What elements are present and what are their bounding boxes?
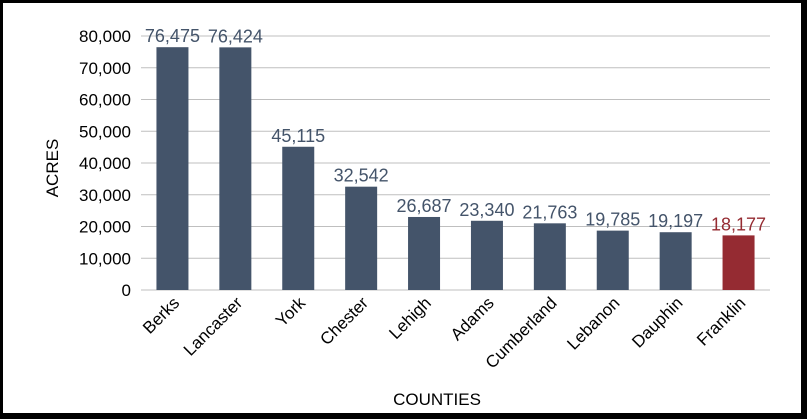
- bar-chart: 0 10,000 20,000 30,000 40,000 50,000 60,000 70,…: [43, 26, 770, 409]
- chart-frame: 0 10,000 20,000 30,000 40,000 50,000 60,000 70,…: [3, 3, 801, 413]
- x-tick-label: Chester: [316, 293, 372, 349]
- bar-lehigh: [408, 216, 441, 290]
- x-tick-label: Franklin: [693, 293, 749, 349]
- y-axis-ticks: 0 10,000 20,000 30,000 40,000 50,000 60,000 70,…: [79, 27, 131, 300]
- y-tick-label: 20,000: [79, 218, 131, 237]
- data-label-lehigh: 26,687: [397, 196, 452, 216]
- bar-cumberland: [533, 223, 566, 290]
- data-labels: 76,475 76,424 45,115 32,542 26,687 23,340 21,7…: [145, 26, 766, 234]
- y-tick-label: 10,000: [79, 249, 131, 268]
- bar-adams: [470, 220, 503, 290]
- y-tick-label: 40,000: [79, 154, 131, 173]
- y-tick-label: 0: [122, 281, 131, 300]
- data-label-chester: 32,542: [334, 166, 389, 186]
- x-tick-label: Lancaster: [180, 293, 246, 359]
- bars: [156, 47, 755, 290]
- bar-lebanon: [596, 230, 629, 290]
- x-tick-label: Lebanon: [563, 293, 623, 353]
- bar-york: [282, 146, 315, 290]
- bar-lancaster: [219, 47, 252, 290]
- data-label-franklin: 18,177: [711, 214, 766, 234]
- bar-berks: [156, 47, 189, 290]
- bar-franklin: [722, 235, 755, 290]
- y-tick-label: 70,000: [79, 59, 131, 78]
- y-tick-label: 80,000: [79, 27, 131, 46]
- y-axis-title: ACRES: [43, 139, 62, 198]
- x-tick-label: Lehigh: [385, 293, 435, 343]
- y-tick-label: 50,000: [79, 122, 131, 141]
- data-label-lebanon: 19,785: [585, 210, 640, 230]
- data-label-adams: 23,340: [459, 200, 514, 220]
- data-label-berks: 76,475: [145, 26, 200, 46]
- y-tick-label: 60,000: [79, 91, 131, 110]
- data-label-dauphin: 19,197: [648, 211, 703, 231]
- y-tick-label: 30,000: [79, 186, 131, 205]
- x-tick-label: York: [272, 293, 309, 330]
- data-label-york: 45,115: [271, 126, 325, 146]
- bar-chester: [345, 186, 378, 290]
- bar-dauphin: [659, 232, 692, 290]
- x-tick-label: Adams: [447, 293, 498, 344]
- data-label-cumberland: 21,763: [522, 202, 577, 222]
- x-axis-title: COUNTIES: [393, 390, 481, 409]
- x-tick-label: Dauphin: [628, 293, 686, 351]
- x-tick-label: Berks: [139, 293, 183, 337]
- data-label-lancaster: 76,424: [208, 26, 263, 46]
